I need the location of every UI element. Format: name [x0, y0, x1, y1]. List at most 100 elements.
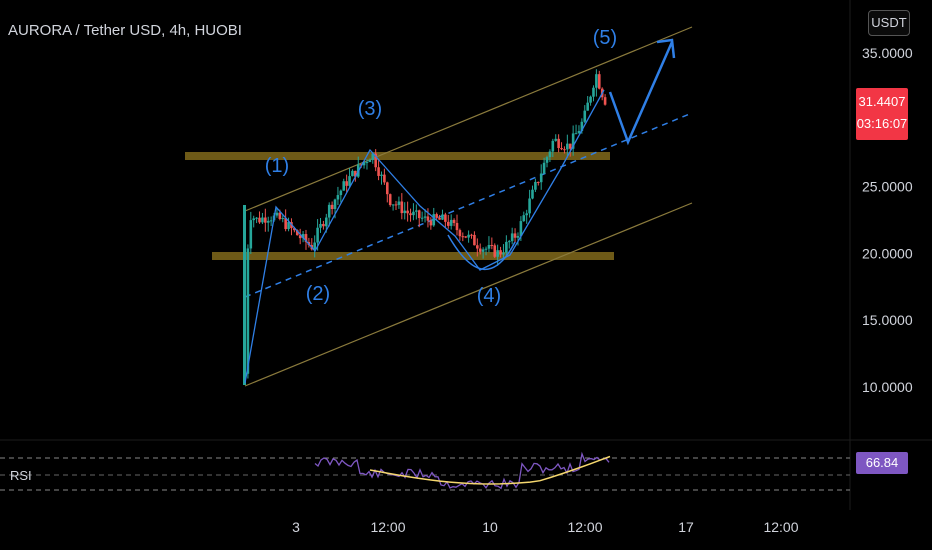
candle-body — [426, 216, 430, 221]
candle-body — [295, 230, 299, 236]
candle-body — [284, 218, 287, 230]
candle-body — [281, 218, 285, 220]
y-tick-label: 10.0000 — [862, 379, 913, 395]
x-tick-label: 10 — [482, 519, 498, 535]
candle-body — [563, 149, 566, 151]
candle-body — [464, 236, 468, 238]
candle-body — [266, 220, 270, 223]
candle-body — [505, 241, 508, 253]
candle-body — [252, 218, 256, 221]
y-tick-label: 15.0000 — [862, 312, 913, 328]
y-tick-label: 20.0000 — [862, 245, 913, 261]
candle-body — [568, 143, 572, 149]
candle-body — [534, 181, 537, 190]
rsi-value-badge: 66.84 — [856, 452, 908, 474]
candle-body — [531, 189, 534, 199]
candle-body — [510, 233, 514, 242]
candle-body — [423, 216, 427, 218]
candle-body — [490, 245, 494, 247]
candle-body — [444, 214, 447, 222]
candle-body — [377, 167, 380, 176]
y-tick-label: 25.0000 — [862, 179, 913, 195]
candle-body — [417, 210, 421, 219]
candle-body — [403, 210, 407, 214]
candle-body — [542, 162, 546, 174]
candle-body — [246, 248, 250, 374]
channel-upper-line — [244, 26, 693, 212]
candle-body — [371, 153, 375, 160]
candle-body — [522, 215, 526, 222]
forecast-arrowhead — [656, 38, 676, 59]
candle-body — [278, 212, 282, 219]
candle-body — [580, 121, 584, 131]
candle-body — [438, 217, 441, 220]
wave-count-path — [244, 89, 605, 384]
candle-body — [560, 148, 563, 150]
candle-body — [571, 133, 575, 149]
candle-body — [406, 210, 409, 214]
candle-body — [502, 252, 505, 255]
rsi-value: 66.84 — [865, 455, 899, 470]
candle-body — [345, 181, 348, 186]
candle-body — [322, 223, 325, 227]
candle-body — [589, 96, 592, 103]
x-tick-label: 12:00 — [763, 519, 798, 535]
candle-body — [325, 217, 328, 227]
resistance-zone — [185, 152, 610, 160]
candle-body — [264, 217, 267, 223]
candle-body — [249, 220, 253, 249]
candle-body — [452, 219, 456, 223]
candle-body — [557, 138, 560, 149]
wave-label: (1) — [265, 155, 289, 177]
candle-body — [400, 201, 404, 214]
current-price-value: 31.4407 — [858, 94, 906, 109]
candle-body — [554, 138, 558, 141]
wave-label: (3) — [358, 98, 382, 120]
candle-body — [470, 234, 473, 236]
candle-body — [351, 170, 354, 177]
wave-label: (4) — [477, 285, 501, 307]
channel-mid-dashed-line — [244, 112, 693, 298]
candle-body — [368, 159, 372, 163]
candle-body — [298, 235, 302, 239]
forecast-path — [608, 41, 674, 146]
candle-body — [446, 221, 450, 226]
time-axis[interactable]: 3 12:00 10 12:00 17 12:00 — [292, 519, 799, 535]
candle-body — [391, 204, 395, 206]
candle-body — [316, 227, 319, 243]
candle-body — [516, 236, 520, 238]
candle-body — [269, 220, 273, 222]
candle-body — [301, 234, 305, 239]
candle-body — [595, 74, 598, 88]
candle-body — [455, 222, 459, 231]
candle-body — [432, 214, 436, 226]
candle-body — [537, 181, 540, 183]
x-tick-label: 3 — [292, 519, 300, 535]
candlestick-series — [243, 69, 607, 385]
candle-body — [458, 230, 462, 237]
support-zone — [212, 252, 614, 260]
candle-body — [319, 223, 322, 228]
candle-body — [513, 233, 517, 238]
y-tick-label: 35.0000 — [862, 45, 913, 61]
currency-selector[interactable]: USDT — [868, 10, 910, 36]
candle-body — [365, 162, 369, 164]
candle-body — [339, 190, 343, 196]
current-price-badge: 31.4407 03:16:07 — [856, 88, 908, 140]
candle-body — [441, 214, 444, 220]
candle-body — [385, 182, 389, 195]
candle-body — [420, 217, 424, 219]
candle-body — [473, 234, 476, 246]
symbol-title[interactable]: AURORA / Tether USD, 4h, HUOBI — [8, 22, 242, 39]
candle-body — [586, 102, 589, 111]
candle-body — [394, 204, 398, 206]
rsi-label: RSI — [10, 468, 32, 483]
wave-labels: (1) (2) (3) (4) (5) — [265, 27, 617, 307]
candle-body — [461, 236, 465, 238]
candle-body — [603, 97, 607, 105]
candle-body — [412, 211, 415, 216]
candle-body — [476, 245, 479, 249]
price-axis[interactable]: 10.0000 15.0000 20.0000 25.0000 35.0000 — [862, 45, 913, 395]
wave-label: (2) — [306, 283, 330, 305]
